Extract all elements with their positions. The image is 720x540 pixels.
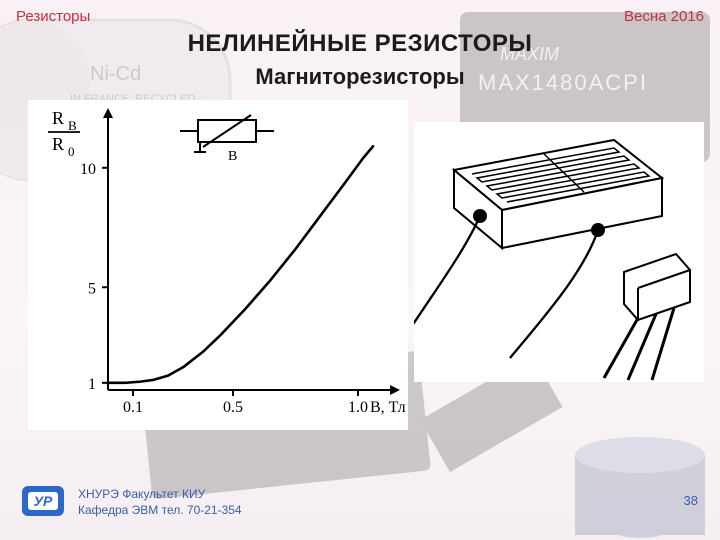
svg-text:0.1: 0.1 xyxy=(123,399,143,416)
org-logo-text: УР xyxy=(28,492,59,510)
page-number: 38 xyxy=(684,493,698,508)
svg-text:5: 5 xyxy=(88,280,96,297)
header-right: Весна 2016 xyxy=(624,8,704,25)
footer-line1: ХНУРЭ Факультет КИУ xyxy=(78,487,205,501)
header-left: Резисторы xyxy=(16,8,90,25)
chart-panel: 15100.10.51.0RBR0В, ТлB xyxy=(28,100,408,430)
footer-line2: Кафедра ЭВМ тел. 70-21-354 xyxy=(78,503,242,517)
svg-text:0.5: 0.5 xyxy=(223,399,243,416)
svg-text:R: R xyxy=(52,108,64,128)
svg-text:10: 10 xyxy=(80,161,96,178)
page-subtitle: Магниторезисторы xyxy=(0,64,720,90)
magnetoresistor-chart: 15100.10.51.0RBR0В, ТлB xyxy=(28,100,408,430)
svg-text:В, Тл: В, Тл xyxy=(370,399,406,416)
footer-text: ХНУРЭ Факультет КИУ Кафедра ЭВМ тел. 70-… xyxy=(78,486,242,518)
svg-text:B: B xyxy=(228,149,237,164)
svg-text:1: 1 xyxy=(88,376,96,393)
org-logo: УР xyxy=(22,486,64,516)
svg-text:0: 0 xyxy=(68,144,75,159)
diagram-panel xyxy=(414,122,704,382)
magnetoresistor-diagram xyxy=(414,122,704,382)
page-title: НЕЛИНЕЙНЫЕ РЕЗИСТОРЫ xyxy=(0,30,720,58)
svg-text:1.0: 1.0 xyxy=(348,399,368,416)
svg-text:B: B xyxy=(68,118,77,133)
slide-root: Ni-Cd IN FRANCE. RECYCLED MAXIM MAX1480A… xyxy=(0,0,720,540)
svg-text:R: R xyxy=(52,134,64,154)
